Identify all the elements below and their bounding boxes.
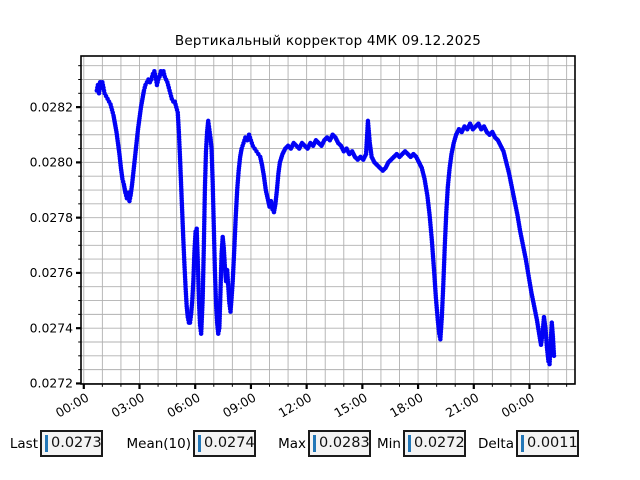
stat-field-delta[interactable]: 0.0011 <box>516 430 579 457</box>
svg-text:00:00: 00:00 <box>499 390 538 421</box>
series-markers <box>94 68 557 367</box>
text-cursor-icon <box>521 435 524 452</box>
stat-label-mean: Mean(10) <box>126 436 192 452</box>
text-cursor-icon <box>313 435 316 452</box>
svg-text:0.0272: 0.0272 <box>30 376 73 391</box>
svg-text:00:00: 00:00 <box>53 390 92 421</box>
stat-value-mean: 0.0274 <box>204 435 255 451</box>
stat-value-max: 0.0283 <box>319 435 370 451</box>
svg-text:12:00: 12:00 <box>276 390 315 421</box>
stat-value-min: 0.0272 <box>414 435 465 451</box>
text-cursor-icon <box>45 435 48 452</box>
svg-text:0.0276: 0.0276 <box>30 265 73 280</box>
stat-value-delta: 0.0011 <box>527 435 578 451</box>
stat-label-last: Last <box>9 436 38 452</box>
stat-value-last: 0.0273 <box>51 435 102 451</box>
svg-text:0.0278: 0.0278 <box>30 210 73 225</box>
svg-text:0.0280: 0.0280 <box>30 155 73 170</box>
stat-field-mean[interactable]: 0.0274 <box>193 430 256 457</box>
stat-label-max: Max <box>278 436 306 452</box>
stat-field-last[interactable]: 0.0273 <box>40 430 103 457</box>
stat-field-max[interactable]: 0.0283 <box>308 430 371 457</box>
svg-text:21:00: 21:00 <box>443 390 482 421</box>
grid-lines <box>81 56 575 384</box>
axis-ticks <box>76 65 568 389</box>
stat-label-min: Min <box>377 436 401 452</box>
svg-text:0.0282: 0.0282 <box>30 99 73 114</box>
plot-frame <box>80 55 576 385</box>
svg-text:09:00: 09:00 <box>220 390 259 421</box>
chart-title: Вертикальный корректор 4МК 09.12.2025 <box>174 33 482 49</box>
text-cursor-icon <box>408 435 411 452</box>
stat-label-delta: Delta <box>477 436 514 452</box>
svg-text:06:00: 06:00 <box>164 390 203 421</box>
svg-text:0.0274: 0.0274 <box>30 320 73 335</box>
text-cursor-icon <box>198 435 201 452</box>
chart-canvas: 0.0272 0.0274 0.0276 0.0278 0.0280 0.0282 00:0… <box>30 55 576 421</box>
svg-text:18:00: 18:00 <box>387 390 426 421</box>
svg-text:15:00: 15:00 <box>331 390 370 421</box>
svg-text:03:00: 03:00 <box>109 390 148 421</box>
stat-field-min[interactable]: 0.0272 <box>403 430 466 457</box>
